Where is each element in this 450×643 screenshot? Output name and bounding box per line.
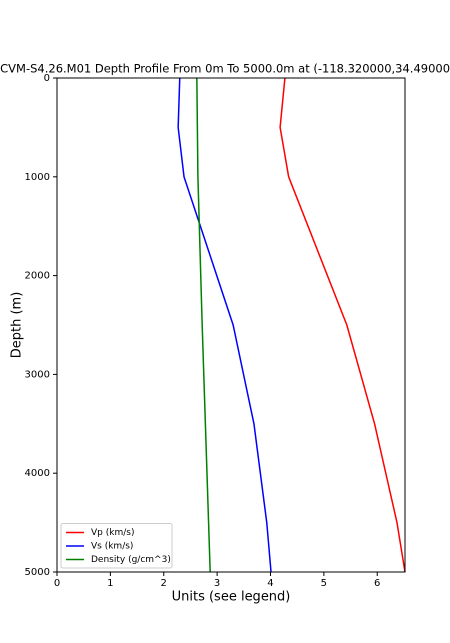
legend-label: Vp (km/s) bbox=[91, 528, 134, 538]
legend-label: Vs (km/s) bbox=[91, 542, 133, 552]
series-line bbox=[279, 77, 406, 573]
y-tick-label: 4000 bbox=[25, 468, 50, 479]
y-tick-label: 5000 bbox=[25, 567, 50, 578]
chart-title: CVM-S4.26.M01 Depth Profile From 0m To 5… bbox=[0, 62, 450, 76]
x-tick-label: 3 bbox=[214, 578, 220, 589]
x-axis-label: Units (see legend) bbox=[172, 590, 291, 605]
plot-frame bbox=[56, 77, 406, 573]
y-tick-label: 3000 bbox=[25, 369, 50, 380]
x-tick-label: 2 bbox=[161, 578, 167, 589]
y-tick-label: 2000 bbox=[25, 271, 50, 282]
legend-label: Density (g/cm^3) bbox=[91, 555, 171, 565]
series-line bbox=[177, 77, 272, 573]
x-tick-label: 0 bbox=[54, 578, 60, 589]
y-tick-label: 1000 bbox=[25, 172, 50, 183]
legend-box bbox=[60, 523, 173, 569]
x-tick-label: 5 bbox=[321, 578, 327, 589]
y-tick-label: 0 bbox=[44, 73, 50, 84]
x-tick-label: 6 bbox=[374, 578, 380, 589]
series-line bbox=[196, 77, 211, 573]
x-tick-label: 1 bbox=[107, 578, 113, 589]
y-axis-label: Depth (m) bbox=[10, 292, 25, 359]
x-tick-label: 4 bbox=[267, 578, 273, 589]
